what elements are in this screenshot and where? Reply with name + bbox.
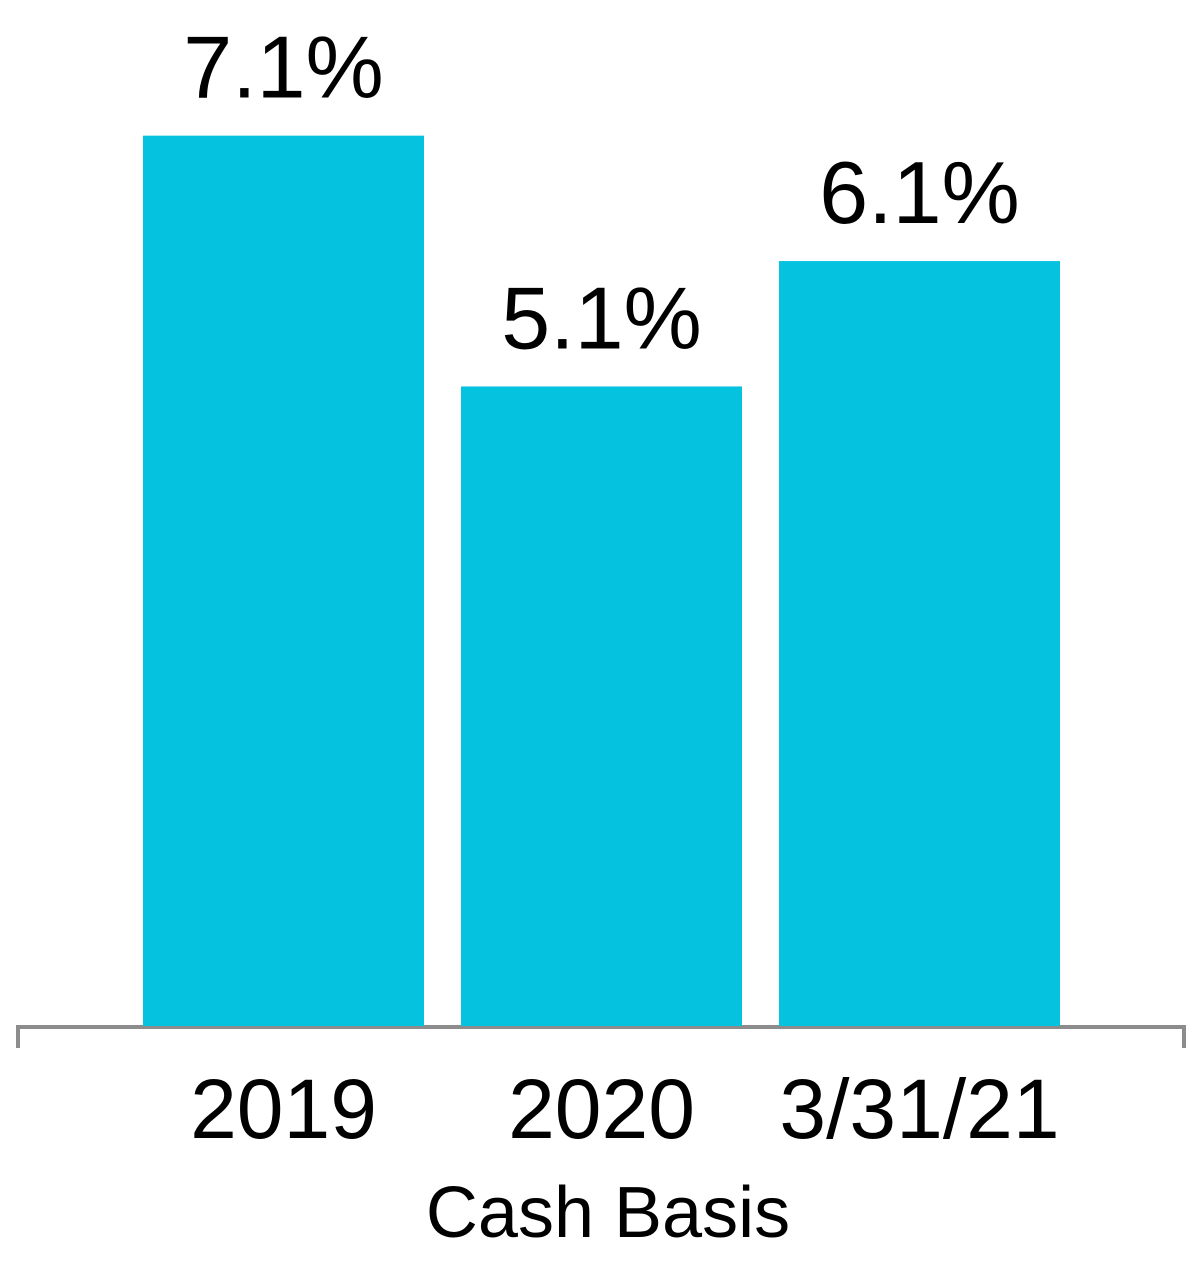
x-axis [16, 1025, 1186, 1048]
value-label: 5.1% [501, 268, 702, 367]
x-tick-label: 2019 [190, 1062, 377, 1156]
value-label: 6.1% [819, 143, 1020, 242]
x-tick-label: 2020 [508, 1062, 695, 1156]
bar [779, 261, 1060, 1026]
bar [461, 386, 742, 1027]
x-axis-label: Cash Basis [426, 1173, 790, 1253]
bar [143, 135, 424, 1026]
value-label: 7.1% [183, 18, 384, 117]
x-tick-label: 3/31/21 [779, 1062, 1059, 1156]
